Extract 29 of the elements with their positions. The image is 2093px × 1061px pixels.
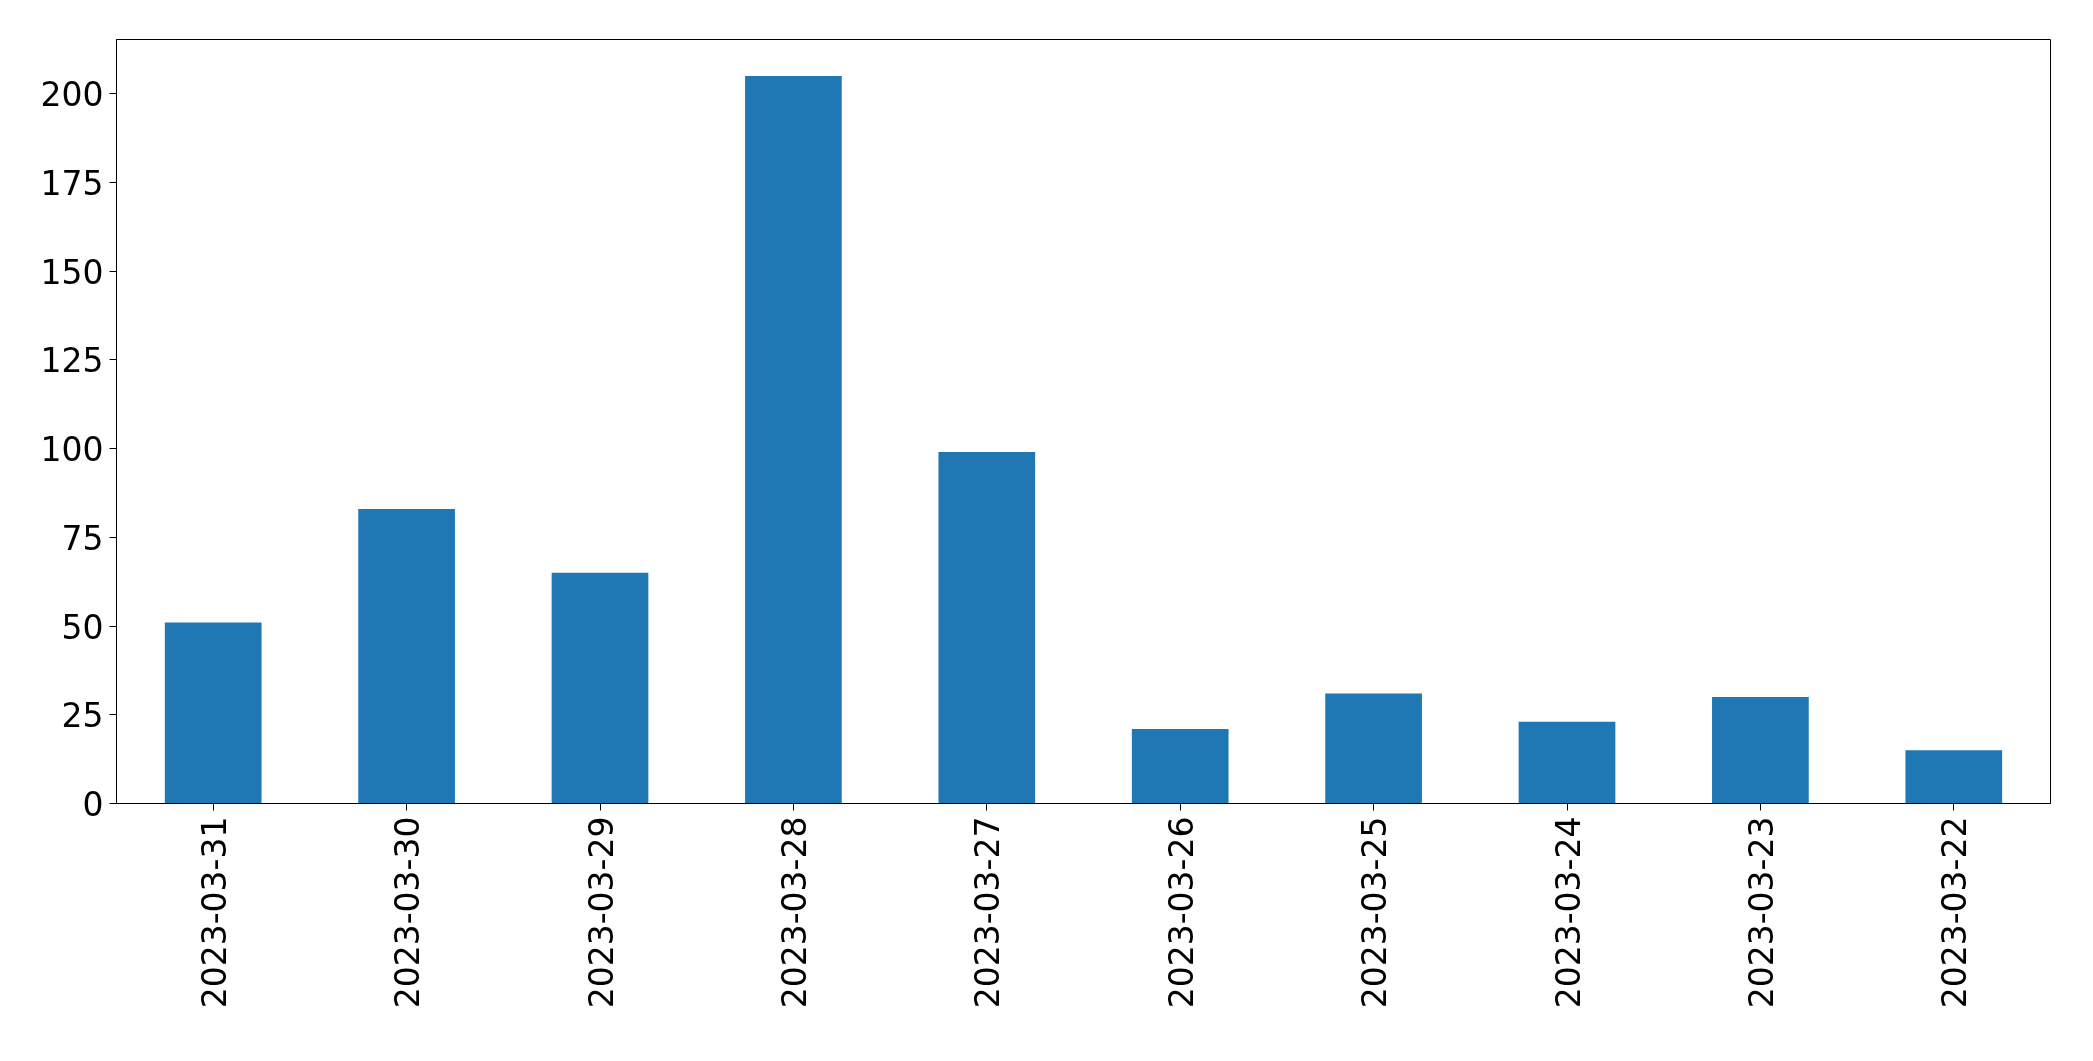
x-tick-label: 2023-03-29 bbox=[581, 816, 621, 1009]
bar bbox=[551, 572, 649, 804]
bar bbox=[938, 452, 1036, 804]
bar bbox=[745, 75, 842, 804]
bar bbox=[1712, 697, 1809, 804]
x-tick-label: 2023-03-31 bbox=[194, 816, 234, 1009]
x-tick-label: 2023-03-27 bbox=[968, 816, 1008, 1009]
x-tick-label: 2023-03-26 bbox=[1161, 816, 1201, 1009]
y-tick-label: 150 bbox=[40, 252, 104, 292]
y-tick-label: 175 bbox=[40, 163, 104, 203]
bar bbox=[1518, 721, 1616, 804]
y-tick-label: 50 bbox=[61, 607, 104, 647]
bar bbox=[358, 508, 455, 804]
x-tick-label: 2023-03-25 bbox=[1355, 816, 1395, 1009]
bar bbox=[164, 622, 262, 804]
x-tick-label: 2023-03-30 bbox=[388, 816, 428, 1009]
x-tick-label: 2023-03-23 bbox=[1741, 816, 1781, 1009]
x-tick-label: 2023-03-28 bbox=[774, 816, 814, 1009]
y-tick-label: 75 bbox=[61, 518, 104, 558]
y-tick-label: 100 bbox=[40, 430, 104, 470]
x-tick-label: 2023-03-24 bbox=[1548, 816, 1588, 1009]
y-tick-label: 0 bbox=[82, 785, 104, 824]
y-tick-label: 200 bbox=[40, 75, 104, 115]
y-tick-label: 25 bbox=[61, 696, 104, 736]
bar bbox=[1131, 728, 1229, 804]
x-tick-label: 2023-03-22 bbox=[1935, 816, 1975, 1009]
y-tick-label: 125 bbox=[40, 341, 104, 381]
bar bbox=[1905, 750, 2003, 804]
bar bbox=[1325, 693, 1422, 804]
